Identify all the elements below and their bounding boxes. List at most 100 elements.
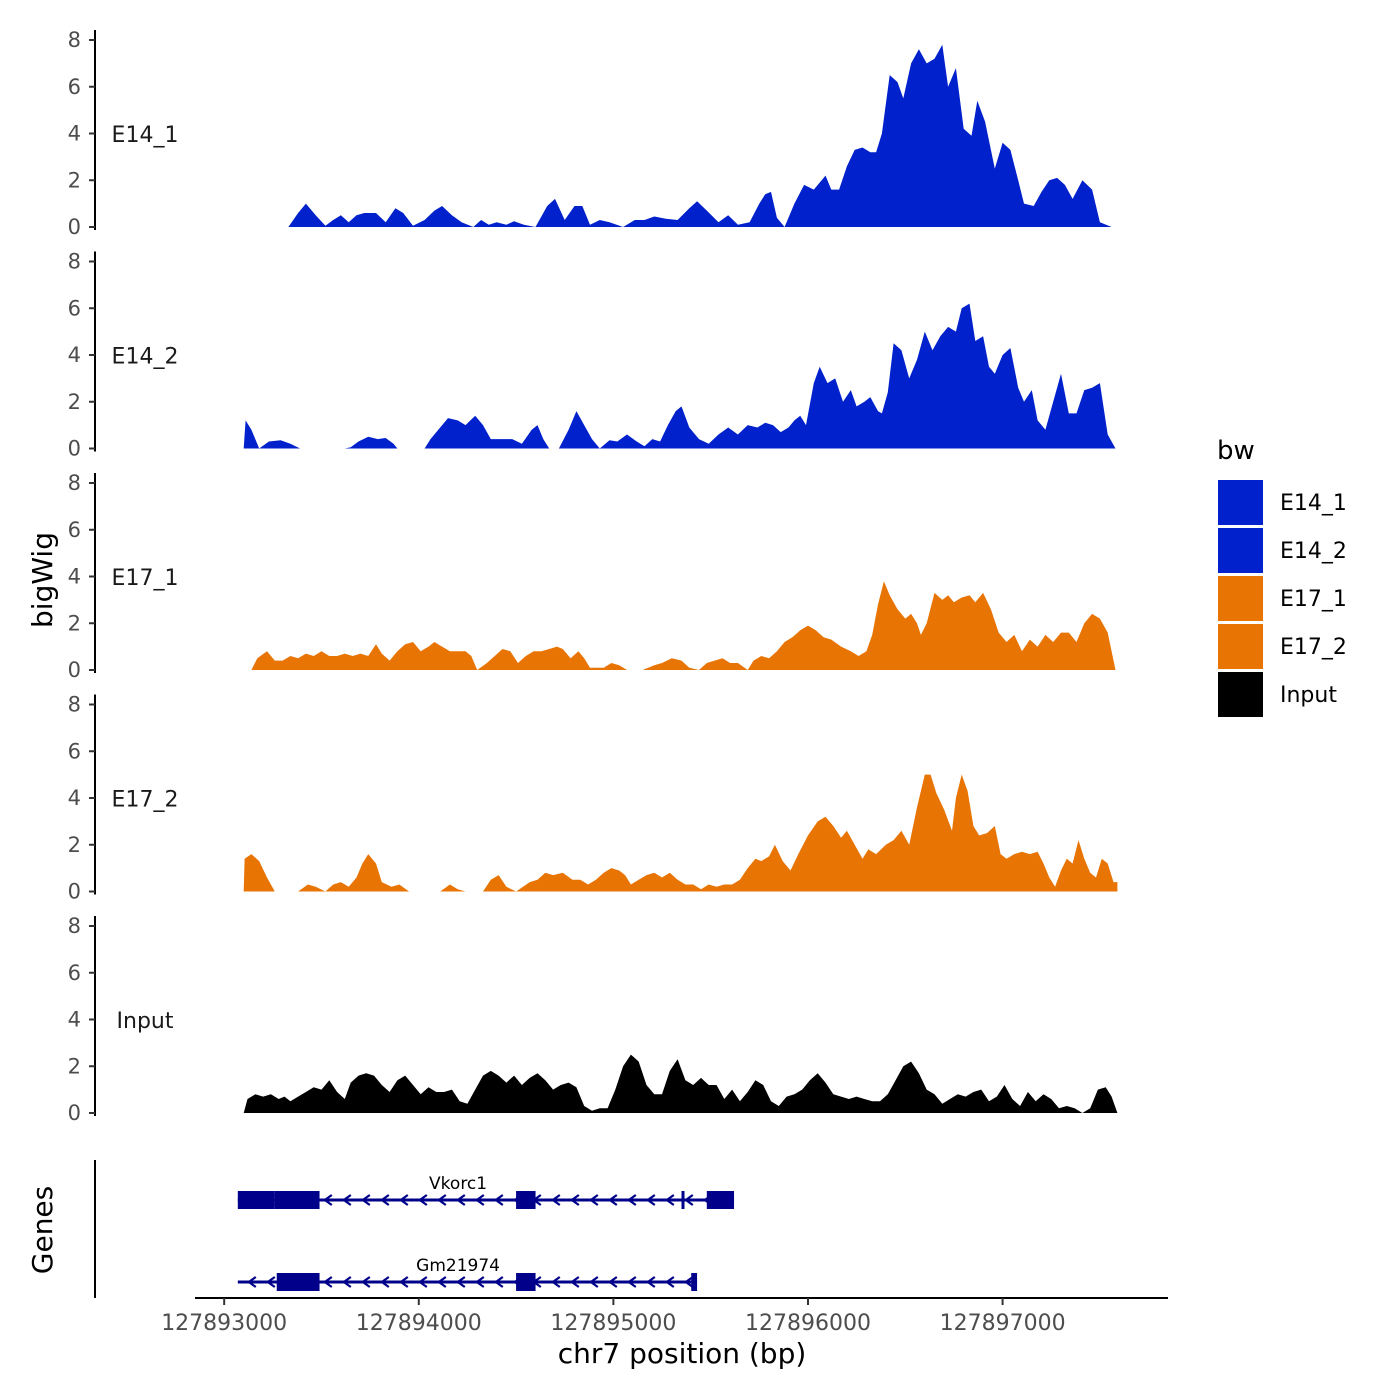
legend-swatch-e14_2 bbox=[1218, 528, 1263, 573]
coverage-area-e17_1 bbox=[251, 581, 1116, 670]
x-tick-label: 127896000 bbox=[745, 1311, 871, 1336]
genes-panel: Vkorc1 Gm21974 bbox=[94, 1160, 735, 1298]
legend-swatch-e14_1 bbox=[1218, 480, 1263, 525]
exon-block bbox=[706, 1191, 735, 1209]
exon-block bbox=[237, 1191, 275, 1209]
strand-arrow bbox=[493, 1194, 504, 1206]
y-tick-label: 6 bbox=[68, 961, 81, 985]
strand-arrow bbox=[683, 1276, 694, 1288]
strand-arrow bbox=[436, 1276, 447, 1288]
exon-block bbox=[516, 1191, 536, 1209]
y-tick-label: 8 bbox=[68, 914, 81, 938]
y-tick-label: 2 bbox=[68, 833, 81, 857]
track-e17_1: 0 2 4 6 8 E17_1 bbox=[68, 471, 1116, 682]
strand-arrow bbox=[664, 1276, 675, 1288]
y-tick-label: 0 bbox=[68, 1101, 81, 1125]
strand-arrow bbox=[455, 1194, 466, 1206]
exon-block bbox=[274, 1191, 320, 1209]
strand-arrow bbox=[436, 1194, 447, 1206]
strand-arrow bbox=[341, 1194, 352, 1206]
strand-arrow bbox=[379, 1276, 390, 1288]
track-e14_2: 0 2 4 6 8 E14_2 bbox=[68, 250, 1116, 461]
y-tick-label: 6 bbox=[68, 518, 81, 542]
strand-arrow bbox=[246, 1276, 257, 1288]
strand-arrow bbox=[607, 1194, 618, 1206]
legend-label: E14_1 bbox=[1280, 491, 1347, 516]
coverage-area-e14_2 bbox=[243, 303, 1116, 449]
strand-arrow bbox=[626, 1276, 637, 1288]
legend-swatch-e17_2 bbox=[1218, 624, 1263, 669]
strand-arrow bbox=[607, 1276, 618, 1288]
y-tick-label: 2 bbox=[68, 611, 81, 635]
y-tick-label: 0 bbox=[68, 215, 81, 239]
legend-title: bw bbox=[1217, 436, 1255, 466]
strand-arrow bbox=[645, 1276, 656, 1288]
y-tick-label: 4 bbox=[68, 343, 81, 367]
legend-label: Input bbox=[1280, 683, 1337, 708]
exon-block bbox=[691, 1273, 698, 1291]
legend-swatch-input bbox=[1218, 672, 1263, 717]
genes-axis-title: Genes bbox=[26, 1186, 59, 1274]
y-tick-label: 2 bbox=[68, 390, 81, 414]
strand-arrow bbox=[569, 1194, 580, 1206]
gene-label: Gm21974 bbox=[416, 1256, 500, 1276]
gene-label: Vkorc1 bbox=[429, 1174, 487, 1194]
y-tick-label: 6 bbox=[68, 75, 81, 99]
x-tick-label: 127897000 bbox=[940, 1311, 1066, 1336]
y-axis-title: bigWig bbox=[26, 532, 59, 628]
strand-arrow bbox=[493, 1276, 504, 1288]
y-tick-label: 4 bbox=[68, 122, 81, 146]
y-tick-label: 8 bbox=[68, 250, 81, 274]
strand-arrow bbox=[265, 1276, 276, 1288]
gene-gm21974: Gm21974 bbox=[237, 1256, 698, 1291]
track-label: E17_2 bbox=[112, 788, 179, 813]
track-label: E17_1 bbox=[112, 566, 179, 591]
strand-arrow bbox=[588, 1276, 599, 1288]
track-label: E14_1 bbox=[112, 123, 179, 148]
strand-arrow bbox=[360, 1194, 371, 1206]
bigwig-tracks: 0 2 4 6 8 E14_1 0 2 4 6 8 E14_2 0 2 4 6 8 E17_1 0 2 4 6 8 E17_2… bbox=[68, 28, 1118, 1125]
y-tick-label: 0 bbox=[68, 658, 81, 682]
legend-label: E17_1 bbox=[1280, 587, 1347, 612]
legend-swatch-e17_1 bbox=[1218, 576, 1263, 621]
x-axis-title: chr7 position (bp) bbox=[558, 1337, 807, 1370]
strand-arrow bbox=[645, 1194, 656, 1206]
x-axis: 127893000 127894000 127895000 127896000 1278… bbox=[161, 1297, 1168, 1336]
y-tick-label: 8 bbox=[68, 28, 81, 52]
strand-arrow bbox=[398, 1194, 409, 1206]
legend-label: E17_2 bbox=[1280, 635, 1347, 660]
coverage-area-e17_2 bbox=[243, 774, 1118, 892]
x-tick-label: 127895000 bbox=[550, 1311, 676, 1336]
y-tick-label: 8 bbox=[68, 471, 81, 495]
strand-arrow bbox=[683, 1194, 694, 1206]
y-tick-label: 8 bbox=[68, 693, 81, 717]
strand-arrow bbox=[664, 1194, 675, 1206]
gene-vkorc1: Vkorc1 bbox=[237, 1174, 735, 1209]
track-e14_1: 0 2 4 6 8 E14_1 bbox=[68, 28, 1112, 239]
y-tick-label: 4 bbox=[68, 786, 81, 810]
y-tick-label: 2 bbox=[68, 1054, 81, 1078]
coverage-area-e14_1 bbox=[288, 44, 1112, 228]
strand-arrow bbox=[379, 1194, 390, 1206]
exon-block bbox=[681, 1191, 685, 1209]
x-tick-label: 127893000 bbox=[161, 1311, 287, 1336]
track-e17_2: 0 2 4 6 8 E17_2 bbox=[68, 693, 1118, 904]
strand-arrow bbox=[550, 1276, 561, 1288]
y-tick-label: 4 bbox=[68, 1008, 81, 1032]
y-tick-label: 6 bbox=[68, 296, 81, 320]
strand-arrow bbox=[550, 1194, 561, 1206]
coverage-area-input bbox=[243, 1054, 1118, 1113]
strand-arrow bbox=[588, 1194, 599, 1206]
legend: bw E14_1 E14_2 E17_1 E17_2 Input bbox=[1217, 436, 1347, 717]
strand-arrow bbox=[455, 1276, 466, 1288]
y-tick-label: 6 bbox=[68, 739, 81, 763]
strand-arrow bbox=[474, 1194, 485, 1206]
exon-block bbox=[516, 1273, 536, 1291]
x-tick-label: 127894000 bbox=[356, 1311, 482, 1336]
strand-arrow bbox=[341, 1276, 352, 1288]
strand-arrow bbox=[569, 1276, 580, 1288]
strand-arrow bbox=[398, 1276, 409, 1288]
track-label: E14_2 bbox=[112, 345, 179, 370]
track-input: 0 2 4 6 8 Input bbox=[68, 914, 1118, 1125]
y-tick-label: 0 bbox=[68, 437, 81, 461]
